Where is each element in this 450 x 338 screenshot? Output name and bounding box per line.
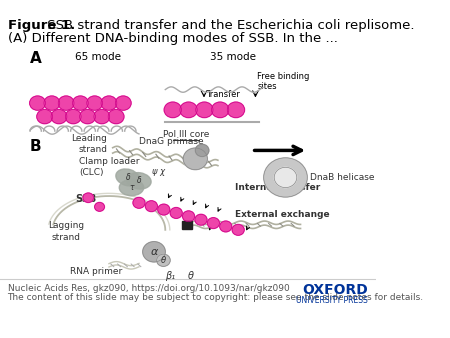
Text: UNIVERSITY PRESS: UNIVERSITY PRESS bbox=[297, 296, 368, 305]
Text: DnaG primase: DnaG primase bbox=[139, 137, 203, 146]
Text: δ: δ bbox=[137, 176, 141, 185]
Text: (A) Different DNA-binding modes of SSB. In the ...: (A) Different DNA-binding modes of SSB. … bbox=[8, 32, 337, 45]
Text: Figure 1.: Figure 1. bbox=[8, 19, 75, 31]
Text: Leading
strand: Leading strand bbox=[71, 134, 107, 154]
Text: δ: δ bbox=[126, 173, 130, 182]
Circle shape bbox=[108, 110, 124, 124]
Text: RNA primer: RNA primer bbox=[70, 267, 122, 276]
Ellipse shape bbox=[127, 173, 151, 189]
Circle shape bbox=[87, 96, 103, 110]
Circle shape bbox=[274, 167, 297, 188]
Circle shape bbox=[30, 96, 45, 110]
Text: Clamp loader
(CLC): Clamp loader (CLC) bbox=[79, 157, 140, 177]
Circle shape bbox=[94, 202, 104, 211]
Circle shape bbox=[207, 218, 220, 228]
Text: SSB strand transfer and the Escherichia coli replisome.: SSB strand transfer and the Escherichia … bbox=[43, 19, 415, 31]
Circle shape bbox=[227, 102, 244, 118]
Text: The content of this slide may be subject to copyright: please see the slide note: The content of this slide may be subject… bbox=[8, 293, 423, 302]
Circle shape bbox=[183, 148, 207, 170]
Text: OXFORD: OXFORD bbox=[302, 283, 368, 297]
Text: B: B bbox=[30, 139, 42, 153]
Circle shape bbox=[195, 144, 209, 156]
Circle shape bbox=[58, 96, 74, 110]
Circle shape bbox=[158, 204, 170, 215]
Circle shape bbox=[115, 96, 131, 110]
Text: ψ χ: ψ χ bbox=[152, 167, 165, 176]
Circle shape bbox=[232, 224, 244, 235]
Text: Nucleic Acids Res, gkz090, https://doi.org/10.1093/nar/gkz090: Nucleic Acids Res, gkz090, https://doi.o… bbox=[8, 284, 289, 293]
Circle shape bbox=[220, 221, 232, 232]
Circle shape bbox=[80, 110, 95, 124]
Circle shape bbox=[133, 197, 145, 208]
Circle shape bbox=[94, 110, 110, 124]
Circle shape bbox=[37, 110, 53, 124]
Ellipse shape bbox=[119, 179, 144, 196]
Text: Internal transfer: Internal transfer bbox=[235, 183, 320, 192]
Circle shape bbox=[145, 201, 157, 212]
Circle shape bbox=[183, 211, 194, 222]
Circle shape bbox=[195, 214, 207, 225]
Text: Free binding
sites: Free binding sites bbox=[257, 72, 310, 91]
Circle shape bbox=[72, 96, 88, 110]
Text: β₁: β₁ bbox=[165, 271, 176, 281]
Ellipse shape bbox=[116, 169, 140, 186]
Circle shape bbox=[212, 102, 229, 118]
Text: 35 mode: 35 mode bbox=[210, 52, 256, 63]
FancyBboxPatch shape bbox=[182, 221, 192, 229]
Text: τ: τ bbox=[129, 183, 134, 192]
Text: α: α bbox=[150, 247, 158, 257]
Circle shape bbox=[157, 254, 170, 266]
Text: θ: θ bbox=[161, 256, 166, 265]
Circle shape bbox=[83, 193, 94, 202]
Text: 65 mode: 65 mode bbox=[75, 52, 121, 63]
Circle shape bbox=[143, 242, 165, 262]
Circle shape bbox=[180, 102, 197, 118]
Circle shape bbox=[51, 110, 67, 124]
Text: Pol III core: Pol III core bbox=[163, 130, 209, 139]
Text: A: A bbox=[30, 51, 42, 66]
Text: Lagging
strand: Lagging strand bbox=[48, 221, 84, 242]
Circle shape bbox=[196, 102, 213, 118]
Circle shape bbox=[264, 158, 307, 197]
Circle shape bbox=[101, 96, 117, 110]
Text: DnaB helicase: DnaB helicase bbox=[310, 173, 374, 182]
Circle shape bbox=[170, 208, 182, 218]
Circle shape bbox=[65, 110, 81, 124]
Text: Transfer: Transfer bbox=[206, 90, 240, 99]
Circle shape bbox=[44, 96, 60, 110]
Text: External exchange: External exchange bbox=[235, 210, 329, 219]
Circle shape bbox=[164, 102, 181, 118]
Text: SSB: SSB bbox=[75, 194, 96, 204]
Text: θ: θ bbox=[188, 271, 194, 281]
